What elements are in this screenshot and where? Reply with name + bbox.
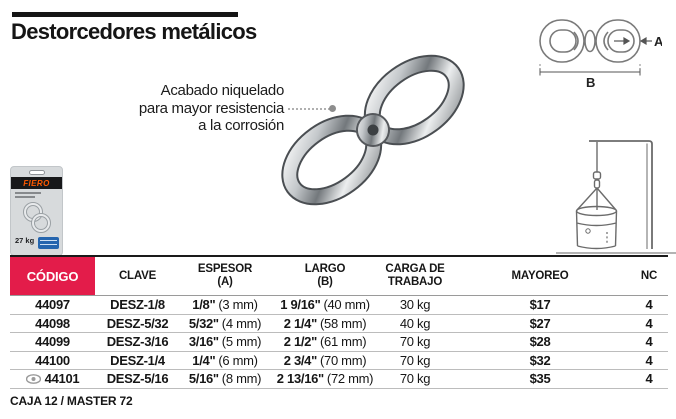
cell-largo: 2 3/4" (70 mm)	[283, 352, 367, 368]
table-row: 44100 DESZ-1/4 1/4" (6 mm) 2 3/4" (70 mm) …	[10, 352, 668, 370]
title-rule	[12, 12, 238, 17]
cell-espesor: 5/32" (4 mm)	[188, 315, 262, 331]
product-table: CÓDIGO CLAVE ESPESOR (A) LARGO (B) CARGA…	[10, 255, 668, 408]
callout-line: para mayor resistencia	[138, 99, 284, 117]
cell-carga: 70 kg	[399, 371, 431, 387]
callout-line: a la corrosión	[198, 117, 284, 134]
cell-clave: DESZ-1/4	[110, 352, 165, 368]
cell-mayoreo: $28	[529, 334, 551, 350]
col-header-clave: CLAVE	[118, 269, 157, 282]
table-row: 44101 DESZ-5/16 5/16" (8 mm) 2 13/16" (72 …	[10, 370, 668, 389]
callout-leader-dot	[329, 105, 336, 112]
package-text-line	[15, 196, 35, 198]
cell-carga: 70 kg	[399, 352, 431, 368]
dim-label-a: A	[654, 34, 662, 49]
cell-mayoreo: $17	[529, 297, 551, 313]
package-text-line	[15, 192, 41, 194]
cell-clave: DESZ-3/16	[106, 334, 169, 350]
table-header-row: CÓDIGO CLAVE ESPESOR (A) LARGO (B) CARGA…	[10, 257, 668, 296]
cell-nc: 4	[645, 297, 653, 313]
cell-carga: 70 kg	[399, 334, 431, 350]
feature-callout: Acabado niquelado para mayor resistencia…	[100, 82, 284, 135]
cell-codigo: 44098	[35, 315, 70, 331]
cell-carga: 30 kg	[399, 297, 431, 313]
cell-mayoreo: $32	[529, 352, 551, 368]
swivel-product-photo	[281, 54, 465, 206]
cell-largo: 2 1/2" (61 mm)	[283, 334, 367, 350]
col-header-mayoreo: MAYOREO	[511, 269, 569, 282]
cell-carga: 40 kg	[399, 315, 431, 331]
cell-nc: 4	[645, 315, 653, 331]
cell-clave: DESZ-5/16	[106, 371, 169, 387]
table-row: 44097 DESZ-1/8 1/8" (3 mm) 1 9/16" (40 mm)…	[10, 296, 668, 315]
cell-clave: DESZ-1/8	[110, 297, 165, 313]
cell-codigo: 44101	[10, 370, 95, 388]
brand-label: FIERO	[23, 178, 50, 188]
cell-espesor: 5/16" (8 mm)	[188, 371, 262, 387]
cell-largo: 2 1/4" (58 mm)	[283, 315, 367, 331]
cell-codigo: 44100	[35, 352, 70, 368]
callout-leader-line	[288, 108, 330, 110]
col-header-nc: NC	[640, 269, 658, 282]
package-product-image	[23, 202, 51, 233]
cell-codigo: 44097	[35, 297, 70, 313]
packing-footnote: CAJA 12 / MASTER 72	[10, 393, 133, 408]
cell-nc: 4	[645, 352, 653, 368]
cell-nc: 4	[645, 371, 653, 387]
table-top-rule	[10, 255, 668, 257]
brand-band: FIERO	[11, 177, 62, 189]
col-header-codigo: CÓDIGO	[10, 257, 95, 295]
dimension-diagram: A B	[539, 19, 662, 90]
cell-espesor: 1/4" (6 mm)	[192, 352, 258, 368]
cell-mayoreo: $35	[529, 371, 551, 387]
cell-largo: 2 13/16" (72 mm)	[276, 371, 374, 387]
cell-mayoreo: $27	[529, 315, 551, 331]
hang-hole	[29, 170, 45, 175]
table-row: 44099 DESZ-3/16 3/16" (5 mm) 2 1/2" (61 mm…	[10, 333, 668, 352]
col-header-largo: LARGO (B)	[304, 263, 346, 288]
blue-badge	[38, 237, 59, 249]
cell-codigo: 44099	[35, 334, 70, 350]
weight-label: 27 kg	[15, 236, 35, 245]
callout-line: Acabado niquelado	[160, 82, 285, 99]
cell-espesor: 3/16" (5 mm)	[188, 334, 262, 350]
cell-espesor: 1/8" (3 mm)	[192, 297, 258, 313]
cell-nc: 4	[645, 334, 653, 350]
package-thumbnail: FIERO 27 kg	[10, 166, 63, 256]
page-title: Destorcedores metálicos	[11, 19, 257, 44]
cell-largo: 1 9/16" (40 mm)	[280, 297, 370, 313]
col-header-espesor: ESPESOR (A)	[197, 263, 253, 288]
dim-label-b: B	[586, 75, 595, 90]
table-row: 44098 DESZ-5/32 5/32" (4 mm) 2 1/4" (58 mm…	[10, 315, 668, 333]
punching-bag-illustration	[556, 140, 676, 254]
col-header-carga: CARGA DE TRABAJO	[385, 263, 445, 288]
cell-clave: DESZ-5/32	[106, 315, 169, 331]
eye-icon	[25, 373, 41, 384]
